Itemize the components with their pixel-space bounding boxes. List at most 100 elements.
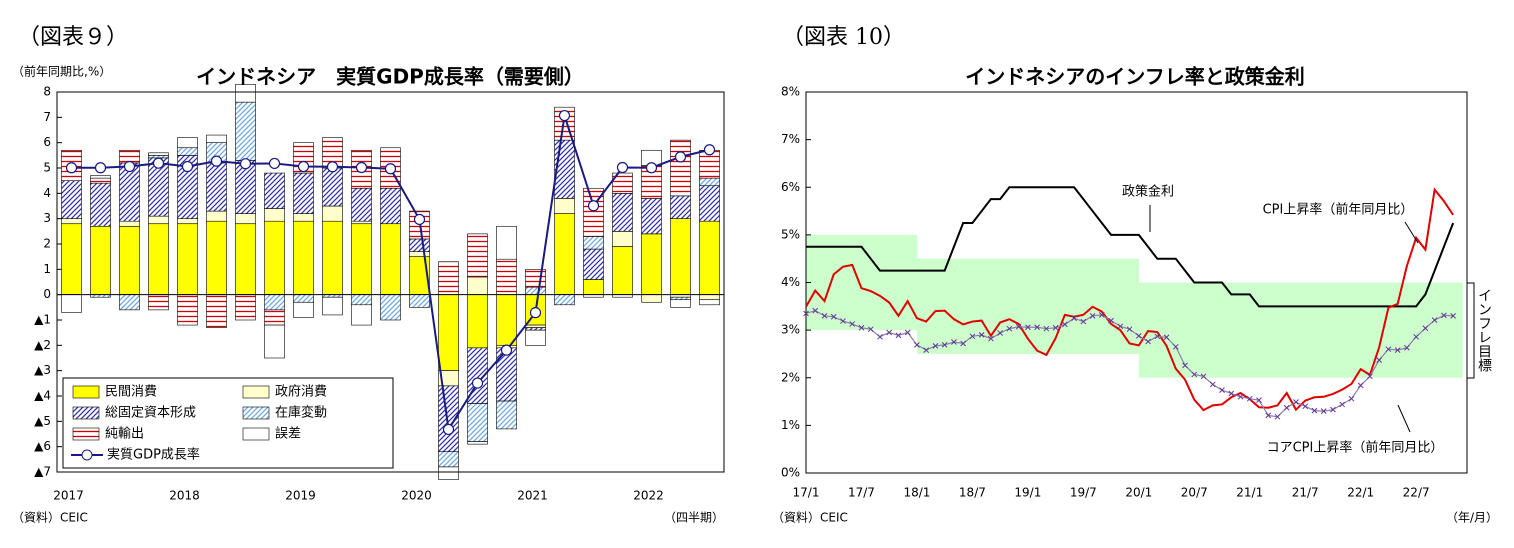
marker bbox=[877, 333, 883, 340]
bar-segment bbox=[699, 177, 720, 187]
line bbox=[806, 186, 1455, 308]
legend-swatch bbox=[242, 406, 270, 420]
marker bbox=[1330, 406, 1336, 413]
marker bbox=[1034, 324, 1040, 331]
bar-segment bbox=[264, 208, 285, 222]
series-annotation: 政策金利 bbox=[1122, 184, 1174, 200]
bar-segment bbox=[525, 269, 546, 288]
legend-label: 在庫変動 bbox=[275, 405, 327, 421]
bar-segment bbox=[438, 261, 459, 295]
marker bbox=[674, 151, 687, 163]
marker bbox=[1385, 346, 1392, 353]
target-band bbox=[1406, 282, 1417, 378]
bar-segment bbox=[264, 324, 285, 359]
target-band bbox=[852, 234, 862, 331]
bar-segment bbox=[293, 220, 314, 295]
marker bbox=[1219, 387, 1225, 393]
marker bbox=[1006, 325, 1013, 332]
marker bbox=[1293, 399, 1299, 405]
bar-segment bbox=[554, 294, 575, 306]
bar-segment bbox=[322, 167, 343, 207]
target-band bbox=[953, 258, 964, 354]
target-band bbox=[907, 234, 918, 331]
bar-segment bbox=[641, 233, 662, 295]
target-band bbox=[879, 234, 890, 331]
marker bbox=[1376, 357, 1383, 363]
marker bbox=[803, 310, 809, 317]
y-tick-label: 0 bbox=[43, 287, 51, 301]
y-tick-label: 4 bbox=[43, 186, 51, 200]
target-band bbox=[926, 258, 936, 354]
bar-segment bbox=[496, 225, 517, 260]
target-band bbox=[1120, 258, 1130, 354]
target-band bbox=[1092, 258, 1103, 354]
marker bbox=[1394, 347, 1401, 353]
marker bbox=[1025, 324, 1031, 331]
legend-label: 純輸出 bbox=[105, 427, 144, 442]
marker bbox=[1422, 325, 1429, 332]
target-band bbox=[1268, 282, 1278, 378]
target-band bbox=[1453, 282, 1463, 378]
bar-segment bbox=[148, 223, 169, 295]
figure-label: （図表９） bbox=[18, 25, 128, 50]
bar-segment bbox=[177, 294, 198, 326]
x-tick-label: 2020 bbox=[401, 489, 432, 503]
target-band bbox=[1314, 282, 1325, 378]
marker bbox=[1108, 317, 1114, 324]
marker bbox=[210, 155, 223, 167]
marker bbox=[1246, 395, 1253, 402]
target-band bbox=[1443, 282, 1454, 378]
target-band bbox=[990, 258, 1001, 354]
marker bbox=[1154, 333, 1161, 340]
target-band bbox=[1295, 282, 1306, 378]
y-tick-label: 7 bbox=[43, 110, 51, 124]
target-band bbox=[981, 258, 992, 354]
target-band bbox=[1286, 282, 1297, 378]
bar-segment bbox=[177, 218, 198, 225]
marker bbox=[703, 144, 716, 156]
x-tick-label: 22/7 bbox=[1403, 486, 1430, 500]
x-tick-label: 22/1 bbox=[1347, 486, 1374, 500]
target-band bbox=[1342, 282, 1352, 378]
bar-segment bbox=[583, 236, 604, 250]
marker bbox=[812, 307, 819, 314]
marker bbox=[123, 160, 136, 173]
marker bbox=[181, 160, 194, 173]
bar-segment bbox=[119, 220, 140, 227]
target-band bbox=[1175, 282, 1186, 378]
y-tick-label: 8% bbox=[781, 85, 800, 99]
x-tick-label: 18/7 bbox=[959, 486, 986, 500]
bar-segment bbox=[525, 286, 546, 295]
x-tick-label: 2021 bbox=[517, 489, 548, 503]
annotation-arrow bbox=[1404, 221, 1419, 244]
marker bbox=[867, 326, 874, 333]
target-band bbox=[1351, 282, 1361, 378]
bar-segment bbox=[380, 187, 401, 225]
target-band bbox=[1258, 282, 1269, 378]
chart-layer: ▲7 ▲6 ▲5 ▲4 ▲3 ▲2 ▲1 0 1 2 3 4 5 6 7 8 2017 2018 2019 2020 2… bbox=[34, 84, 1468, 503]
target-band bbox=[1138, 282, 1149, 378]
x-tick-label: 20/7 bbox=[1181, 486, 1208, 500]
bar-segment bbox=[467, 441, 488, 445]
x-tick-label: 21/1 bbox=[1236, 486, 1263, 500]
target-band bbox=[1185, 282, 1195, 378]
y-tick-label: 1 bbox=[43, 262, 51, 276]
target-band bbox=[944, 258, 955, 354]
bar-segment bbox=[90, 175, 111, 179]
bar-segment bbox=[670, 299, 691, 308]
bar-segment bbox=[670, 218, 691, 295]
bar-segment bbox=[293, 294, 314, 303]
bar-segment bbox=[119, 225, 140, 295]
marker bbox=[1043, 325, 1050, 332]
marker bbox=[1098, 312, 1105, 318]
target-band bbox=[1203, 282, 1214, 378]
marker bbox=[904, 329, 911, 336]
bar-segment bbox=[235, 213, 256, 225]
marker bbox=[1145, 338, 1151, 345]
source: （資料）CEIC bbox=[12, 511, 88, 525]
marker bbox=[65, 162, 78, 174]
target-band bbox=[861, 234, 872, 331]
bar-segment bbox=[206, 294, 227, 328]
bar-segment bbox=[467, 294, 488, 349]
